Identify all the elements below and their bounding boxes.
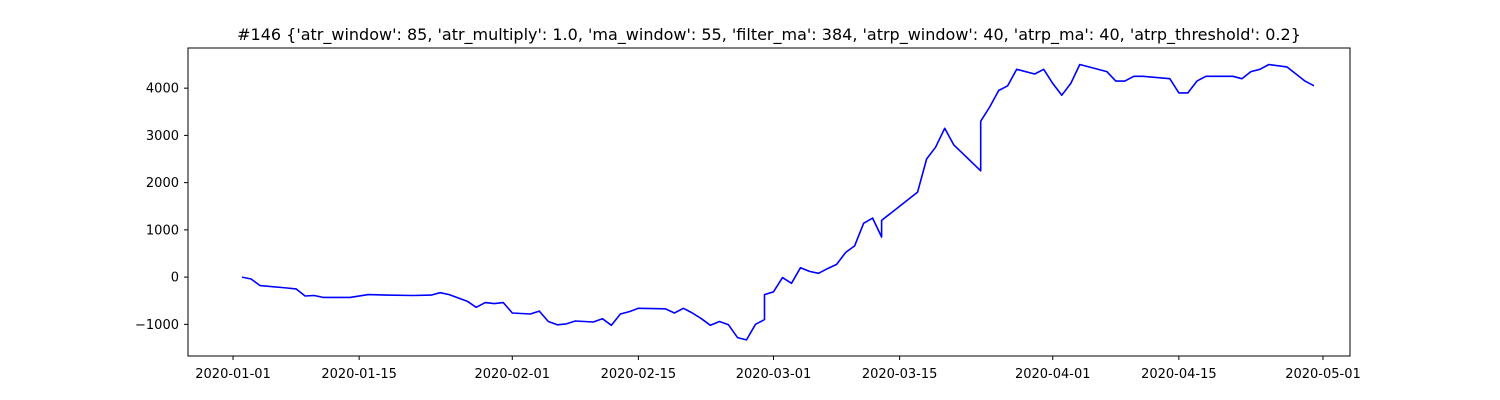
y-tick-label: 2000 — [146, 176, 179, 191]
plot-frame — [187, 47, 1351, 357]
x-tick-label: 2020-05-01 — [1285, 367, 1361, 382]
y-tick-label: 3000 — [146, 129, 179, 144]
y-tick-label: −1000 — [135, 318, 179, 333]
x-tick-label: 2020-01-15 — [321, 367, 397, 382]
x-tick-label: 2020-04-01 — [1015, 367, 1091, 382]
x-tick-label: 2020-03-01 — [736, 367, 812, 382]
y-tick-label: 4000 — [146, 82, 179, 97]
x-tick-label: 2020-03-15 — [862, 367, 938, 382]
x-tick-label: 2020-04-15 — [1141, 367, 1217, 382]
x-tick-label: 2020-01-01 — [195, 367, 271, 382]
chart-title: #146 {'atr_window': 85, 'atr_multiply': … — [237, 25, 1301, 45]
x-axis: 2020-01-01 2020-01-15 2020-02-01 2020-02-15… — [195, 356, 1361, 382]
y-tick-label: 1000 — [146, 223, 179, 238]
x-tick-label: 2020-02-01 — [474, 367, 550, 382]
x-tick-label: 2020-02-15 — [601, 367, 677, 382]
y-axis: −1000 0 1000 2000 3000 4000 — [135, 82, 188, 333]
series-line — [241, 63, 1315, 341]
y-tick-label: 0 — [171, 271, 179, 286]
